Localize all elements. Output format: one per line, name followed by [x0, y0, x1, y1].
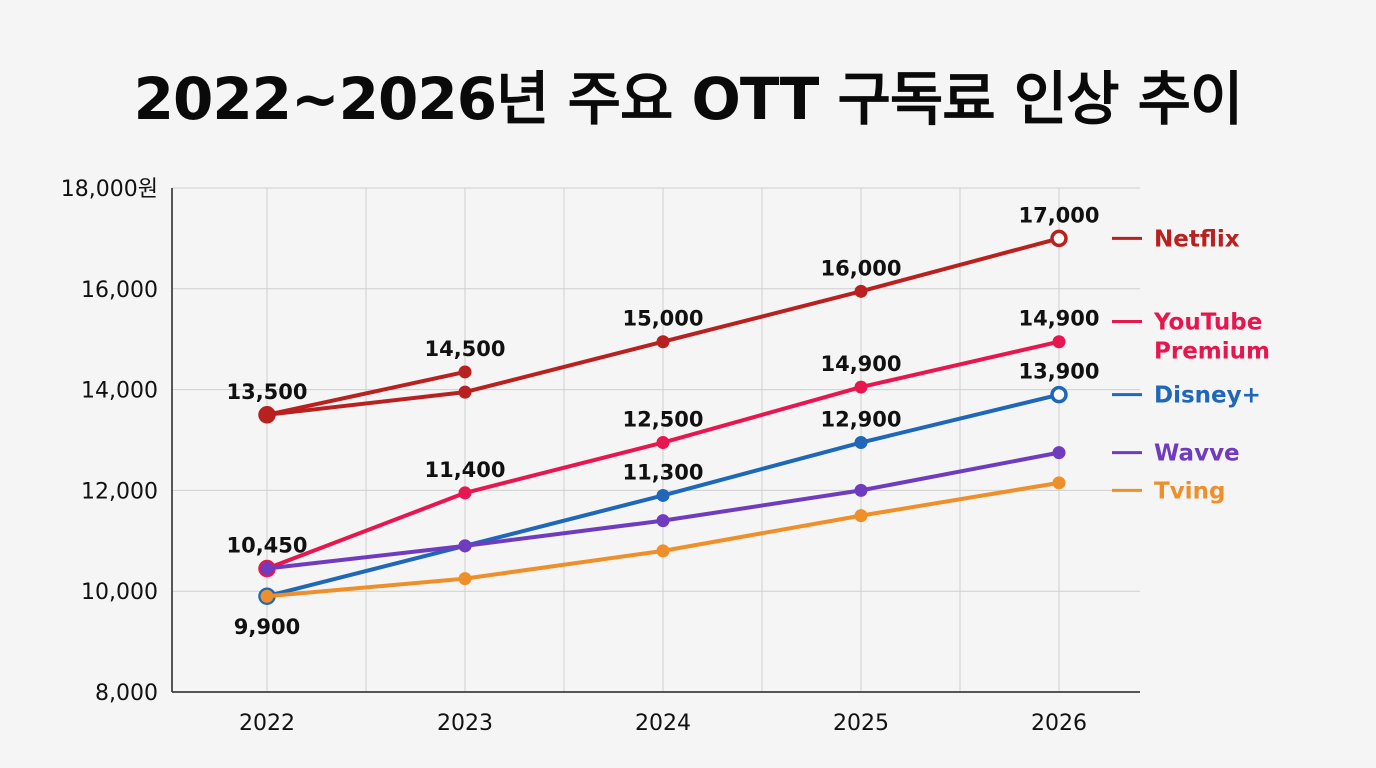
- data-point-wavve: [260, 562, 274, 576]
- data-label: 9,900: [234, 615, 300, 639]
- data-point-wavve: [854, 483, 868, 497]
- chart-title: 2022~2026년 주요 OTT 구독료 인상 추이: [133, 65, 1244, 133]
- data-point-disney-: [656, 488, 670, 502]
- legend-label-disney-: Disney+: [1154, 383, 1261, 409]
- data-point-disney-: [1050, 385, 1068, 404]
- grid-layer: [172, 187, 1140, 692]
- y-tick-label: 18,000원: [61, 177, 158, 202]
- data-point-wavve: [656, 514, 670, 528]
- data-label: 12,900: [820, 408, 901, 432]
- data-label: 11,300: [622, 460, 703, 484]
- data-point-tving: [854, 509, 868, 523]
- data-point-youtube-premium: [854, 380, 868, 394]
- legend-label-wavve: Wavve: [1154, 441, 1240, 467]
- legend-label-youtube: YouTube: [1153, 310, 1262, 336]
- data-label: 14,900: [1018, 307, 1099, 331]
- y-tick-label: 14,000: [81, 379, 158, 404]
- x-tick-label: 2026: [1031, 711, 1087, 736]
- data-point-tving: [260, 589, 274, 603]
- x-tick-label: 2023: [437, 711, 493, 736]
- data-point-tving: [1052, 476, 1066, 490]
- data-label: 17,000: [1018, 203, 1099, 227]
- data-point-netflix: [854, 284, 868, 298]
- data-point-tving: [458, 572, 472, 586]
- data-label: 16,000: [820, 256, 901, 280]
- data-point-netflix: [458, 385, 472, 399]
- data-label: 11,400: [424, 458, 505, 482]
- legend-label-tving: Tving: [1154, 478, 1225, 504]
- data-point-youtube-premium: [656, 436, 670, 450]
- data-label-layer: 13,500 14,500 15,000 16,000 17,000 10,450 11,4…: [226, 203, 1099, 639]
- data-point-wavve: [1052, 446, 1066, 460]
- data-point-youtube-premium: [458, 486, 472, 500]
- data-label: 13,900: [1018, 360, 1099, 384]
- data-point-wavve: [458, 539, 472, 553]
- legend-label-youtube: Premium: [1154, 339, 1270, 365]
- y-tick-label: 12,000: [81, 479, 158, 504]
- data-label: 15,000: [622, 307, 703, 331]
- data-label: 13,500: [226, 380, 307, 404]
- y-tick-label: 16,000: [81, 278, 158, 303]
- data-label: 14,900: [820, 352, 901, 376]
- data-label: 12,500: [622, 408, 703, 432]
- x-tick-label: 2022: [239, 711, 295, 736]
- y-tick-label: 10,000: [81, 580, 158, 605]
- x-tick-label: 2025: [833, 711, 889, 736]
- series-line-netflix: [265, 369, 467, 417]
- data-point-netflix: [260, 408, 274, 422]
- legend-label-netflix: Netflix: [1154, 226, 1240, 252]
- data-point-netflix: [656, 335, 670, 349]
- data-point-netflix: [458, 365, 472, 379]
- data-point-tving: [656, 544, 670, 558]
- data-point-youtube-premium: [1052, 335, 1066, 349]
- series-layer: [258, 229, 1068, 605]
- axis-layer: 8,000 10,000 12,000 14,000 16,000 18,000원 2022…: [61, 177, 1140, 736]
- x-tick-label: 2024: [635, 711, 691, 736]
- data-point-disney-: [854, 436, 868, 450]
- data-label: 14,500: [424, 337, 505, 361]
- data-point-netflix: [1050, 229, 1068, 248]
- legend: Netflix YouTube Premium Disney+ Wavve Tving: [1112, 226, 1270, 504]
- data-label: 10,450: [226, 534, 307, 558]
- y-tick-label: 8,000: [95, 681, 158, 706]
